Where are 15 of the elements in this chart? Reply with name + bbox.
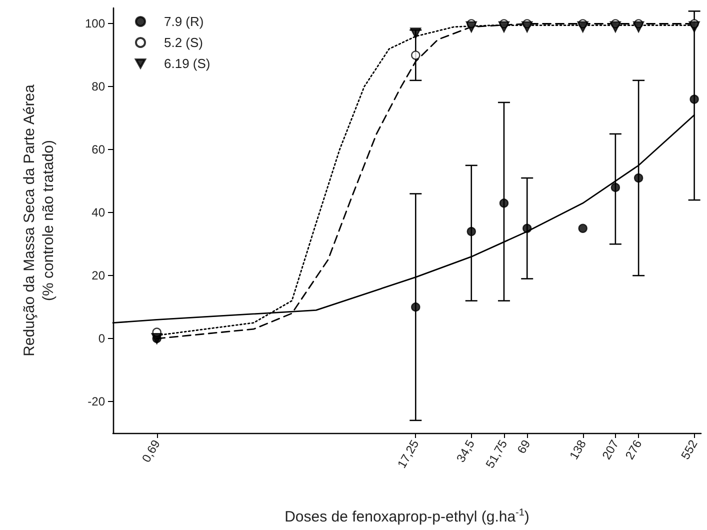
- y-tick-label: 40: [92, 206, 106, 220]
- x-tick-label: 276: [622, 437, 645, 462]
- y-tick-label: 80: [92, 80, 106, 94]
- legend-label: 7.9 (R): [164, 14, 204, 29]
- x-tick-label: 69: [514, 437, 534, 456]
- y-tick-label: 100: [84, 16, 106, 31]
- y-tick-label: 0: [98, 332, 106, 346]
- legend-label: 5.2 (S): [164, 35, 204, 50]
- y-axis-title: Redução da Massa Seca da Parte Aérea (% controle não tratado): [21, 84, 57, 356]
- legend-label: 6.19 (S): [164, 56, 210, 71]
- x-tick-label: 552: [678, 437, 701, 462]
- y-tick-label: -20: [88, 394, 106, 409]
- y-tick-label: 20: [92, 268, 106, 283]
- x-tick-label: 138: [566, 437, 590, 462]
- y-tick-label: 60: [92, 142, 106, 157]
